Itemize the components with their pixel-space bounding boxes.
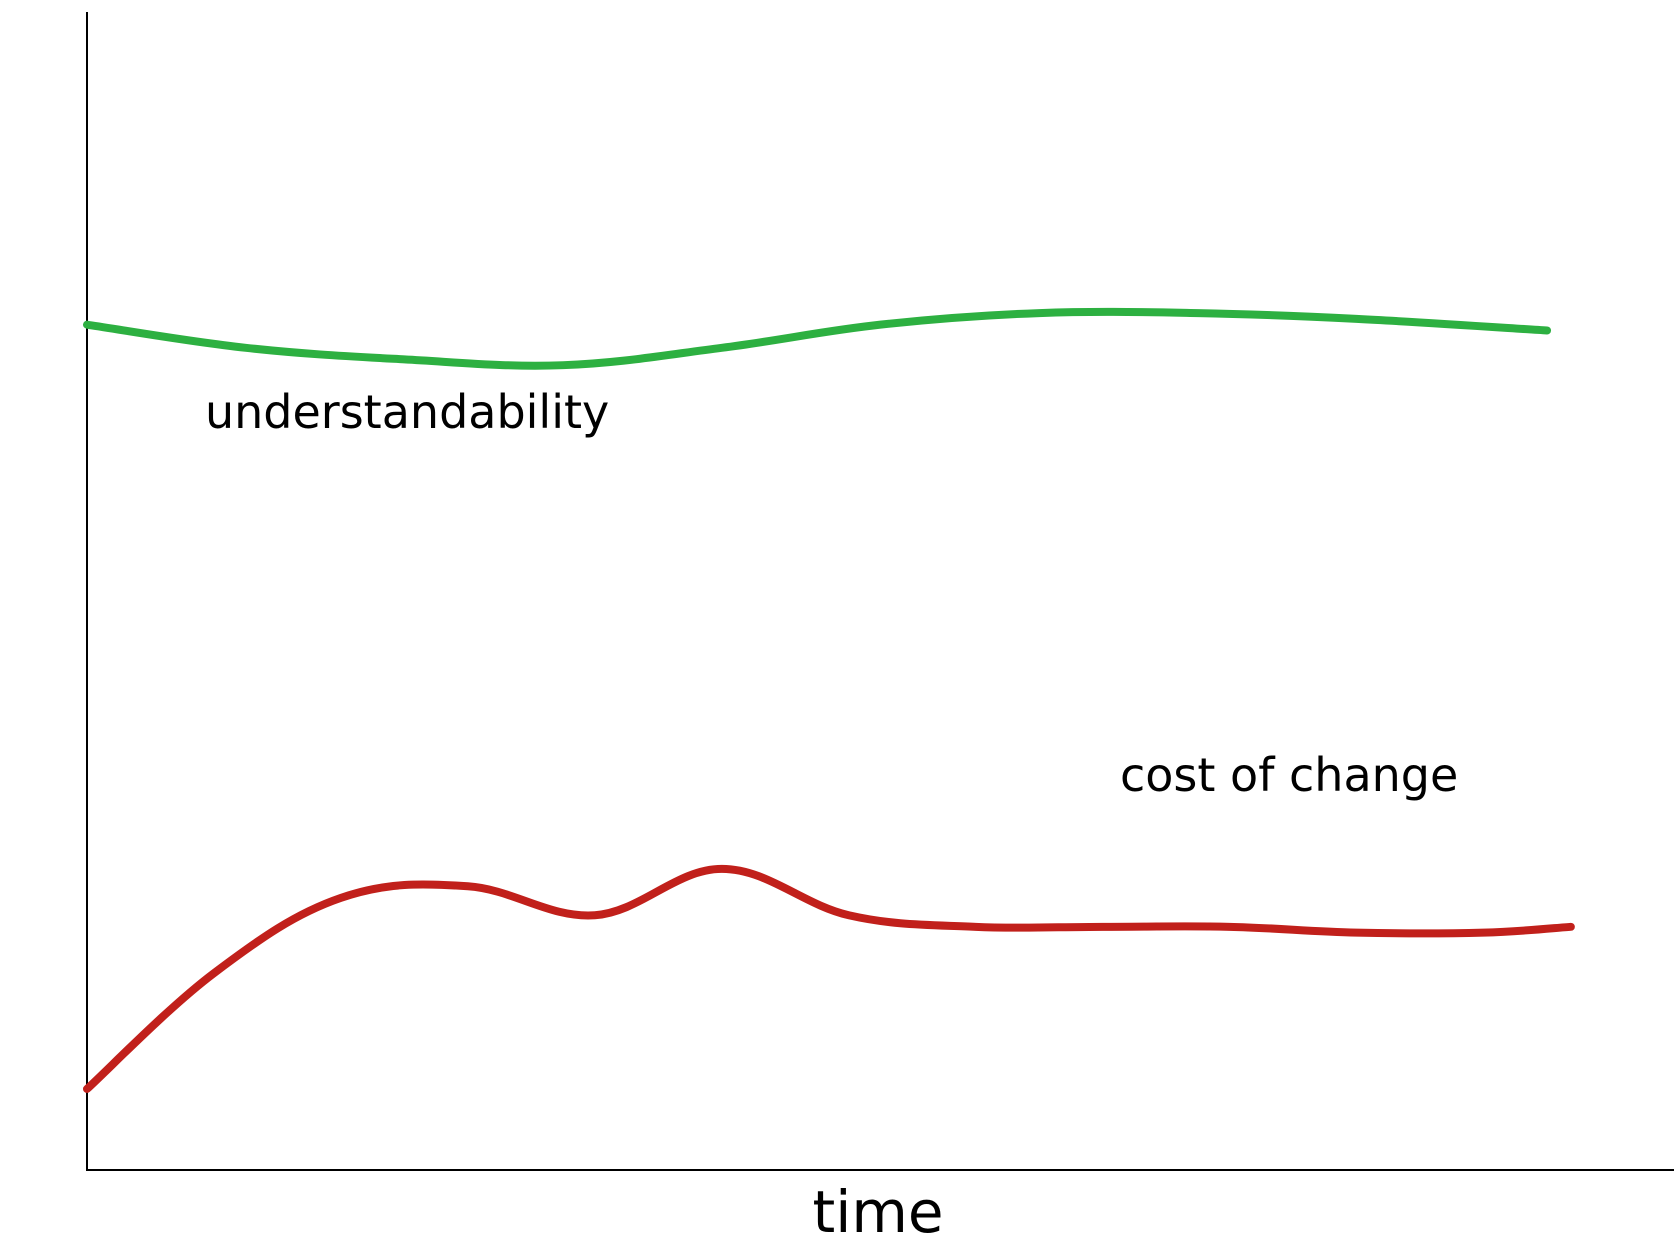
x-axis-label: time [812, 1178, 943, 1246]
series-line-0 [83, 307, 1552, 370]
series-label-understandability: understandability [205, 385, 609, 439]
axes [86, 12, 1674, 1171]
series-layer [83, 307, 1575, 1093]
series-line-1 [83, 864, 1575, 1093]
series-label-cost-of-change: cost of change [1120, 748, 1458, 802]
